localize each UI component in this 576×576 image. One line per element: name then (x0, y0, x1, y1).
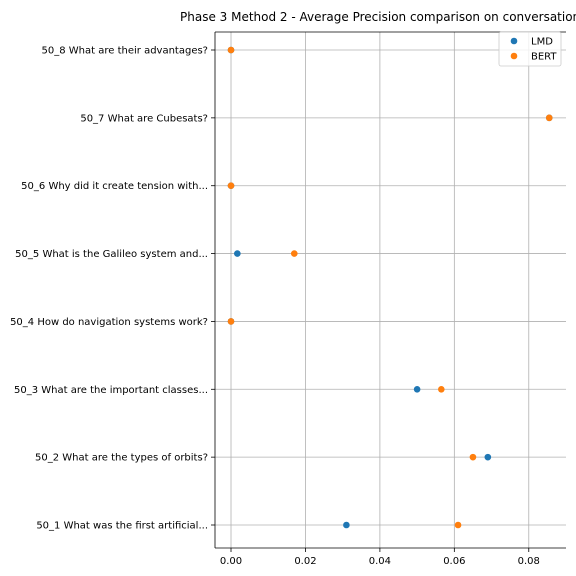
point-lmd (484, 453, 492, 461)
y-tick-label: 50_3 What are the important classes... (14, 385, 208, 396)
legend-label-bert: BERT (531, 52, 557, 63)
legend: LMD BERT (498, 31, 562, 67)
point-lmd (413, 385, 421, 393)
legend-marker-bert (510, 52, 518, 60)
legend-marker-lmd (510, 37, 518, 45)
axes-frame (214, 31, 566, 549)
x-tick-label: 0.00 (220, 556, 242, 567)
point-bert (469, 453, 477, 461)
y-tick-label: 50_2 What are the types of orbits? (35, 453, 208, 464)
point-bert (438, 385, 445, 393)
y-tick-label: 50_5 What is the Galileo system and... (15, 249, 208, 260)
chart-title: Phase 3 Method 2 - Average Precision com… (180, 10, 576, 24)
legend-label-lmd: LMD (531, 37, 553, 48)
point-bert (454, 521, 462, 529)
point-bert (545, 114, 553, 122)
x-tick-label: 0.06 (443, 556, 465, 567)
point-bert (227, 46, 235, 54)
y-tick-label: 50_6 Why did it create tension with... (21, 181, 208, 192)
point-bert (290, 250, 298, 257)
grid (215, 32, 566, 548)
data-points (227, 46, 553, 529)
y-tick-label: 50_1 What was the first artificial... (36, 521, 208, 532)
x-tick-label: 0.08 (518, 556, 540, 567)
axis-ticks: 0.00 0.02 0.04 0.06 0.08 50_1 What was the fi… (10, 46, 540, 568)
y-tick-label: 50_4 How do navigation systems work? (10, 317, 208, 328)
x-tick-label: 0.02 (294, 556, 316, 567)
point-lmd (234, 250, 241, 257)
x-tick-label: 0.04 (369, 556, 391, 567)
y-tick-label: 50_7 What are Cubesats? (80, 113, 208, 124)
point-lmd (343, 521, 350, 529)
y-tick-label: 50_8 What are their advantages? (42, 46, 208, 57)
point-bert (227, 182, 235, 190)
point-bert (227, 318, 235, 325)
